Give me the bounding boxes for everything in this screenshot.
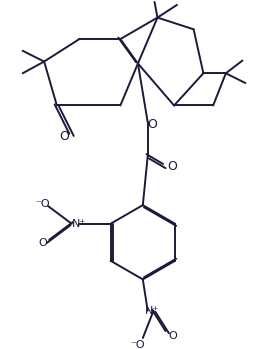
Text: O: O bbox=[169, 331, 177, 341]
Text: ⁻O: ⁻O bbox=[35, 199, 50, 209]
Text: O: O bbox=[148, 118, 157, 131]
Text: O: O bbox=[167, 159, 177, 172]
Text: N⁺: N⁺ bbox=[72, 219, 86, 229]
Text: N⁺: N⁺ bbox=[144, 306, 159, 315]
Text: O: O bbox=[38, 238, 47, 248]
Text: ⁻O: ⁻O bbox=[131, 340, 145, 349]
Text: O: O bbox=[59, 130, 69, 143]
